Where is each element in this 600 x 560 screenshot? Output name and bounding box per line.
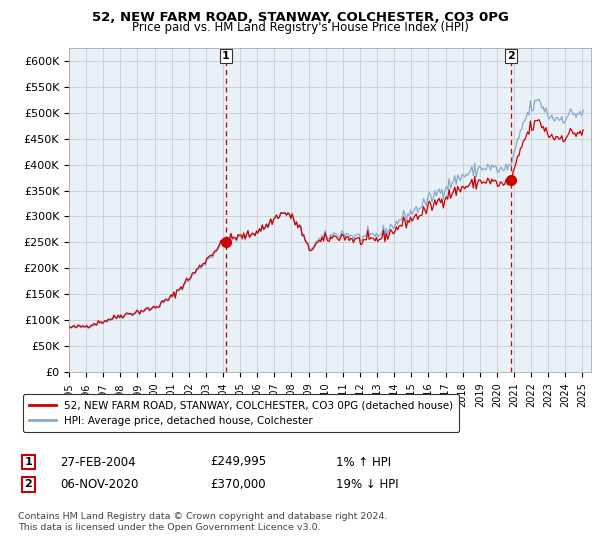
Text: 2: 2 [25, 479, 32, 489]
Text: £249,995: £249,995 [210, 455, 266, 469]
Text: 2: 2 [508, 51, 515, 61]
Text: Price paid vs. HM Land Registry's House Price Index (HPI): Price paid vs. HM Land Registry's House … [131, 21, 469, 34]
Text: £370,000: £370,000 [210, 478, 266, 491]
Text: 06-NOV-2020: 06-NOV-2020 [60, 478, 139, 491]
Text: 52, NEW FARM ROAD, STANWAY, COLCHESTER, CO3 0PG: 52, NEW FARM ROAD, STANWAY, COLCHESTER, … [92, 11, 508, 24]
Text: 1: 1 [25, 457, 32, 467]
Text: 27-FEB-2004: 27-FEB-2004 [60, 455, 136, 469]
Text: 1: 1 [222, 51, 230, 61]
Text: 1% ↑ HPI: 1% ↑ HPI [336, 455, 391, 469]
Text: Contains HM Land Registry data © Crown copyright and database right 2024.
This d: Contains HM Land Registry data © Crown c… [18, 512, 388, 532]
Legend: 52, NEW FARM ROAD, STANWAY, COLCHESTER, CO3 0PG (detached house), HPI: Average p: 52, NEW FARM ROAD, STANWAY, COLCHESTER, … [23, 394, 459, 432]
Text: 19% ↓ HPI: 19% ↓ HPI [336, 478, 398, 491]
